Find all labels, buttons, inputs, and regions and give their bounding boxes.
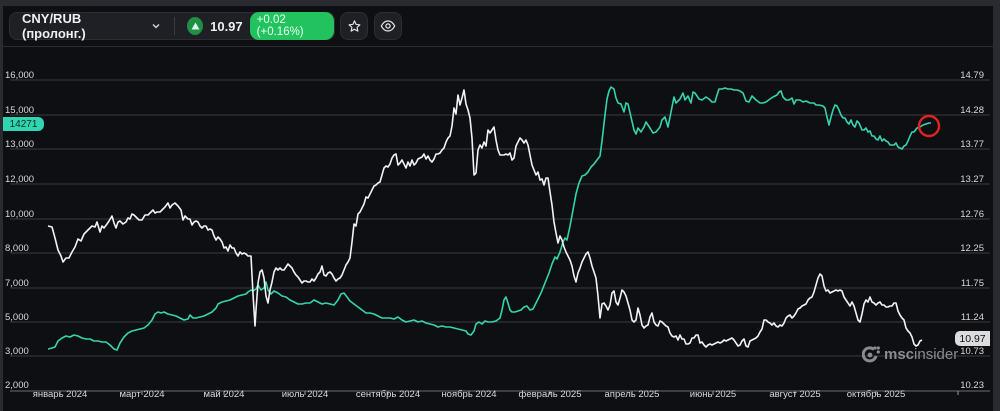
series-teal-line xyxy=(47,86,931,351)
watermark-regular: insider xyxy=(914,345,959,363)
x-tick-label: ноябрь 2024 xyxy=(441,389,497,400)
y-left-tick: 16,000 xyxy=(5,70,35,81)
x-tick-label: август 2025 xyxy=(769,389,821,400)
x-tick-label: май 2024 xyxy=(203,389,245,400)
y-right-tick: 10.73 xyxy=(960,346,984,357)
symbol-selector[interactable]: CNY/RUB (пролонг.) 10.97 +0.02 (+0.16%) xyxy=(9,11,335,41)
watch-button[interactable] xyxy=(374,12,402,40)
y-left-tick: 2,000 xyxy=(5,380,29,391)
left-value-badge: 14271 xyxy=(3,117,44,131)
symbol-name: CNY/RUB (пролонг.) xyxy=(22,11,86,41)
x-tick-label: октябрь 2025 xyxy=(846,389,906,400)
watermark-logo: mscinsider xyxy=(862,345,958,363)
favorite-button[interactable] xyxy=(340,12,368,40)
y-right-tick: 14.79 xyxy=(960,70,984,81)
y-left-tick: 10,000 xyxy=(5,209,35,220)
gridlines xyxy=(10,79,990,392)
y-right-tick: 11.75 xyxy=(960,278,984,289)
y-right-tick: 10.23 xyxy=(960,380,984,391)
x-tick-label: январь 2024 xyxy=(32,389,88,400)
x-tick-label: июнь 2025 xyxy=(689,389,737,400)
y-right-tick: 12.25 xyxy=(960,243,984,254)
y-right-tick: 13.27 xyxy=(960,174,984,185)
y-left-tick: 15,000 xyxy=(5,105,35,116)
toolbar: CNY/RUB (пролонг.) 10.97 +0.02 (+0.16%) xyxy=(3,6,993,47)
y-right-tick: 14.28 xyxy=(960,105,984,116)
last-price-badge: 10.97 xyxy=(955,331,990,346)
watermark-bold: msc xyxy=(884,345,915,363)
change-badge: +0.02 (+0.16%) xyxy=(249,12,334,40)
x-tick-label: июль 2024 xyxy=(281,389,329,400)
right-edge xyxy=(993,6,1000,411)
highlight-circle xyxy=(917,114,941,138)
y-left-tick: 7,000 xyxy=(5,278,29,289)
chart-widget: CNY/RUB (пролонг.) 10.97 +0.02 (+0.16%) xyxy=(3,6,993,411)
y-left-tick: 8,000 xyxy=(5,243,29,254)
y-right-tick: 12.76 xyxy=(960,209,984,220)
x-tick-label: сентябрь 2024 xyxy=(355,389,421,400)
y-left-tick: 5,000 xyxy=(5,312,29,323)
x-ticks xyxy=(59,391,959,395)
series-white-line xyxy=(47,89,923,348)
chevron-down-icon[interactable] xyxy=(152,21,160,32)
y-left-tick: 12,000 xyxy=(5,174,35,185)
x-tick-label: март 2024 xyxy=(119,389,165,400)
y-right-tick: 11.24 xyxy=(960,312,984,323)
triangle-up-icon xyxy=(187,17,204,35)
eye-icon xyxy=(380,20,396,32)
divider xyxy=(174,17,176,35)
x-tick-label: апрель 2025 xyxy=(604,389,660,400)
last-price: 10.97 xyxy=(210,18,243,34)
msc-logo-icon xyxy=(862,346,880,363)
star-icon xyxy=(348,19,360,32)
y-right-tick: 13.77 xyxy=(960,139,984,150)
x-tick-label: февраль 2025 xyxy=(518,389,582,400)
y-left-tick: 3,000 xyxy=(5,346,29,357)
y-left-tick: 13,000 xyxy=(5,139,35,150)
